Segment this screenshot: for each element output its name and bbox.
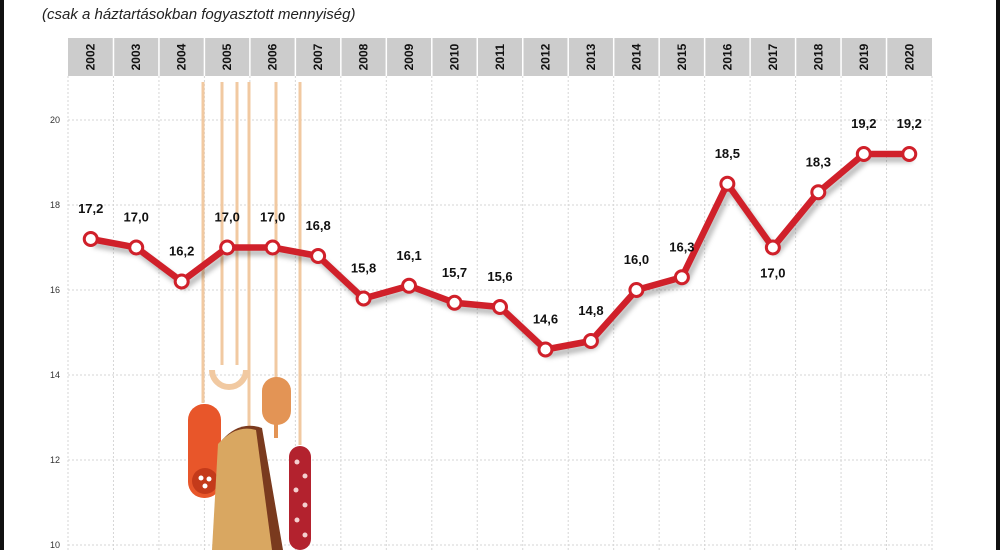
x-tick-label: 2017	[766, 43, 780, 70]
x-tick-label: 2020	[902, 43, 916, 70]
data-label: 14,6	[533, 312, 558, 327]
data-point	[355, 290, 372, 307]
data-point	[855, 146, 872, 162]
data-label: 16,8	[305, 218, 330, 233]
data-label: 17,0	[215, 210, 240, 225]
data-label: 14,8	[578, 303, 603, 318]
small-sausage-icon	[262, 377, 291, 425]
series-line	[87, 150, 913, 353]
y-tick-label: 14	[50, 370, 60, 380]
x-tick-label: 2011	[493, 44, 507, 70]
data-point	[628, 282, 645, 298]
data-label: 18,3	[806, 154, 831, 169]
data-label: 15,8	[351, 261, 376, 276]
data-point	[219, 239, 236, 256]
x-tick-label: 2010	[448, 43, 462, 70]
data-label: 15,7	[442, 265, 467, 280]
data-label: 18,5	[715, 146, 740, 161]
data-label: 17,2	[78, 201, 103, 216]
x-tick-label: 2007	[311, 43, 325, 70]
x-tick-label: 2008	[357, 43, 371, 70]
x-tick-label: 2002	[84, 43, 98, 70]
chart-subtitle: (csak a háztartásokban fogyasztott menny…	[42, 6, 356, 23]
data-point	[310, 248, 327, 264]
data-point	[537, 341, 554, 358]
data-label: 17,0	[260, 210, 285, 225]
x-tick-label: 2012	[538, 43, 552, 70]
data-label: 15,6	[487, 269, 512, 284]
x-tick-label: 2013	[584, 43, 598, 70]
data-label: 16,3	[669, 239, 694, 254]
y-tick-label: 18	[50, 200, 60, 210]
data-label: 19,2	[897, 116, 922, 131]
x-tick-label: 2004	[175, 43, 189, 70]
data-label: 17,0	[124, 210, 149, 225]
data-point	[764, 239, 781, 256]
data-point	[673, 269, 690, 286]
data-label: 16,1	[396, 248, 421, 263]
data-point	[401, 277, 418, 294]
data-point	[82, 231, 99, 247]
x-tick-label: 2018	[811, 43, 825, 70]
x-tick-label: 2015	[675, 43, 689, 70]
x-tick-label: 2003	[129, 43, 143, 70]
data-label: 16,2	[169, 244, 194, 259]
data-point	[719, 175, 736, 192]
x-tick-label: 2009	[402, 43, 416, 70]
y-tick-label: 16	[50, 285, 60, 295]
x-tick-label: 2005	[220, 43, 234, 70]
x-tick-label: 2016	[720, 43, 734, 70]
x-tick-label: 2014	[629, 43, 643, 70]
data-point	[173, 273, 190, 290]
x-axis-band	[68, 38, 932, 76]
y-tick-label: 20	[50, 115, 60, 125]
data-point	[810, 184, 827, 201]
x-tick-label: 2006	[266, 43, 280, 70]
data-label: 16,0	[624, 252, 649, 267]
data-point	[128, 239, 145, 256]
y-tick-label: 12	[50, 455, 60, 465]
sausage-hook-icon	[209, 369, 249, 390]
data-point	[492, 299, 508, 315]
y-tick-label: 10	[50, 540, 60, 550]
data-point	[582, 333, 599, 349]
x-tick-label: 2019	[857, 43, 871, 70]
data-label: 19,2	[851, 116, 876, 131]
data-point	[264, 239, 281, 256]
data-label: 17,0	[760, 266, 785, 281]
salami-icon	[289, 446, 311, 550]
data-point	[446, 294, 463, 311]
data-point	[901, 146, 918, 162]
